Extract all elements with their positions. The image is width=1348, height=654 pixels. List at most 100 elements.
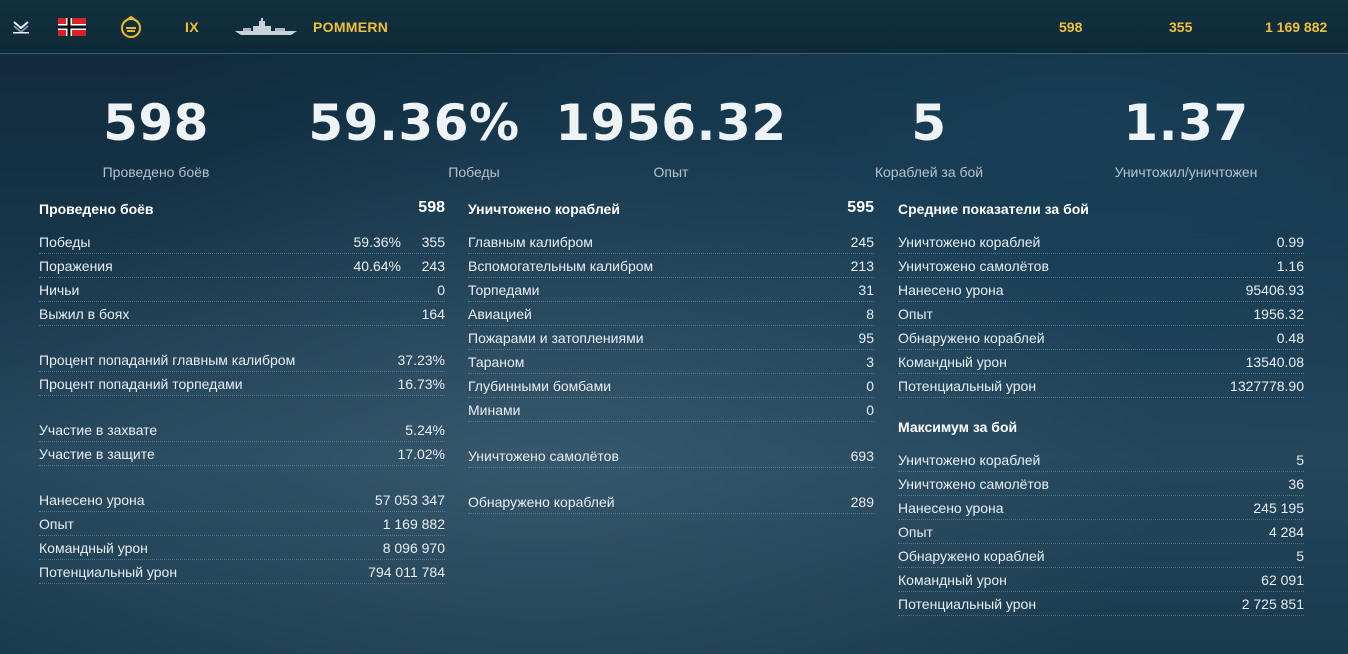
stat-value: 57 053 347 — [374, 492, 445, 508]
stat-label: Обнаружено кораблей — [898, 548, 1045, 564]
stat-label: Вспомогательным калибром — [468, 258, 654, 274]
stat-label: Уничтожено самолётов — [468, 448, 619, 464]
stat-value: 355 — [421, 234, 445, 250]
averages-column: Средние показатели за бой Уничтожено кор… — [898, 198, 1304, 616]
max-row: Потенциальный урон 2 725 851 — [898, 592, 1304, 616]
stat-label: Минами — [468, 402, 521, 418]
stat-value: 2 725 851 — [1241, 596, 1304, 612]
stat-label: Потенциальный урон — [39, 564, 178, 580]
stat-label: Нанесено урона — [39, 492, 145, 508]
battles-column: Проведено боёв 598 Победы 59.36% 355 Пор… — [39, 198, 445, 584]
stat-row-damage: Нанесено урона 57 053 347 — [39, 488, 445, 512]
big-stat-value: 598 — [103, 94, 209, 152]
stat-label: Нанесено урона — [898, 282, 1004, 298]
stat-label: Тараном — [468, 354, 525, 370]
stat-row-capture: Участие в захвате 5.24% — [39, 418, 445, 442]
stat-row-losses: Поражения 40.64% 243 — [39, 254, 445, 278]
stat-row-depth-charges: Глубинными бомбами 0 — [468, 374, 874, 398]
stat-label: Опыт — [39, 516, 74, 532]
avg-row: Опыт 1956.32 — [898, 302, 1304, 326]
stat-label: Глубинными бомбами — [468, 378, 612, 394]
stat-row-planes-destroyed: Уничтожено самолётов 693 — [468, 444, 874, 468]
stat-label: Опыт — [898, 306, 933, 322]
big-stat-label: Кораблей за бой — [874, 164, 984, 180]
stat-label: Главным калибром — [468, 234, 593, 250]
big-stat-ships-per-battle: 5 Кораблей за бой — [804, 92, 1054, 180]
max-row: Нанесено урона 245 195 — [898, 496, 1304, 520]
ship-silhouette-icon — [233, 0, 299, 54]
max-row: Опыт 4 284 — [898, 520, 1304, 544]
stat-row-fires-floods: Пожарами и затоплениями 95 — [468, 326, 874, 350]
battleship-class-icon — [12, 0, 30, 54]
big-stat-value: 1.37 — [1123, 94, 1249, 152]
germany-flag-icon — [58, 0, 86, 54]
header-exp: 1 169 882 — [1265, 19, 1328, 35]
big-stat-label: Уничтожил/уничтожен — [1114, 164, 1258, 180]
big-stat-battles: 598 Проведено боёв — [31, 92, 281, 180]
stat-row-wins: Победы 59.36% 355 — [39, 230, 445, 254]
avg-row: Нанесено урона 95406.93 — [898, 278, 1304, 302]
section-value: 595 — [847, 199, 874, 216]
ships-destroyed-column: Уничтожено кораблей 595 Главным калибром… — [468, 198, 874, 514]
max-row: Командный урон 62 091 — [898, 568, 1304, 592]
stat-label: Уничтожено самолётов — [898, 258, 1049, 274]
max-row: Уничтожено кораблей 5 — [898, 448, 1304, 472]
stat-row-main-battery: Главным калибром 245 — [468, 230, 874, 254]
stat-label: Процент попаданий главным калибром — [39, 352, 296, 368]
stat-label: Ничьи — [39, 282, 80, 298]
stat-row-torpedo-hit: Процент попаданий торпедами 16.73% — [39, 372, 445, 396]
stat-label: Участие в защите — [39, 446, 155, 462]
big-stat-value: 5 — [911, 94, 947, 152]
big-stat-label: Победы — [448, 164, 500, 180]
stat-label: Пожарами и затоплениями — [468, 330, 644, 346]
stat-value: 36 — [1288, 476, 1304, 492]
section-title: Средние показатели за бой — [898, 201, 1089, 217]
big-stat-wins: 59.36% Победы — [289, 92, 539, 180]
avg-row: Уничтожено самолётов 1.16 — [898, 254, 1304, 278]
stat-value: 8 096 970 — [382, 540, 445, 556]
ship-tier: IX — [185, 19, 199, 35]
section-header: Средние показатели за бой — [898, 198, 1304, 220]
section-title: Проведено боёв — [39, 201, 154, 217]
stat-row-main-battery-hit: Процент попаданий главным калибром 37.23… — [39, 348, 445, 372]
stat-value: 1327778.90 — [1230, 378, 1304, 394]
stat-value: 62 091 — [1261, 572, 1304, 588]
avg-row: Уничтожено кораблей 0.99 — [898, 230, 1304, 254]
stat-label: Командный урон — [898, 354, 1007, 370]
ship-header-bar[interactable]: IX POMMERN 598 355 1 169 882 — [0, 0, 1348, 54]
section-header: Проведено боёв 598 — [39, 198, 445, 220]
stat-row-defense: Участие в защите 17.02% — [39, 442, 445, 466]
stat-value: 5 — [1296, 452, 1304, 468]
stat-value: 13540.08 — [1245, 354, 1304, 370]
stat-label: Опыт — [898, 524, 933, 540]
stat-value: 3 — [866, 354, 874, 370]
stat-label: Потенциальный урон — [898, 596, 1037, 612]
section-title: Уничтожено кораблей — [468, 201, 620, 217]
stat-value: 16.73% — [397, 376, 445, 392]
stat-row-torpedoes: Торпедами 31 — [468, 278, 874, 302]
stat-percent: 40.64% — [353, 258, 401, 274]
stat-row-draws: Ничьи 0 — [39, 278, 445, 302]
stat-label: Потенциальный урон — [898, 378, 1037, 394]
stat-value: 0.48 — [1276, 330, 1304, 346]
stat-row-ramming: Тараном 3 — [468, 350, 874, 374]
stat-label: Торпедами — [468, 282, 540, 298]
big-stat-kd: 1.37 Уничтожил/уничтожен — [1061, 92, 1311, 180]
stat-value: 289 — [850, 494, 874, 510]
section-header-max: Максимум за бой — [898, 416, 1304, 438]
stat-label: Участие в захвате — [39, 422, 158, 438]
big-stat-label: Опыт — [653, 164, 689, 180]
stat-percent: 59.36% — [353, 234, 401, 250]
stat-row-team-damage: Командный урон 8 096 970 — [39, 536, 445, 560]
avg-row: Потенциальный урон 1327778.90 — [898, 374, 1304, 398]
stat-value: 8 — [866, 306, 874, 322]
max-row: Уничтожено самолётов 36 — [898, 472, 1304, 496]
stat-value: 95 — [858, 330, 874, 346]
stat-label: Командный урон — [39, 540, 148, 556]
stat-value: 5 — [1296, 548, 1304, 564]
stat-row-survived: Выжил в боях 164 — [39, 302, 445, 326]
header-wins: 355 — [1169, 19, 1193, 35]
stat-value: 213 — [850, 258, 874, 274]
stat-label: Уничтожено кораблей — [898, 234, 1041, 250]
stat-label: Процент попаданий торпедами — [39, 376, 243, 392]
